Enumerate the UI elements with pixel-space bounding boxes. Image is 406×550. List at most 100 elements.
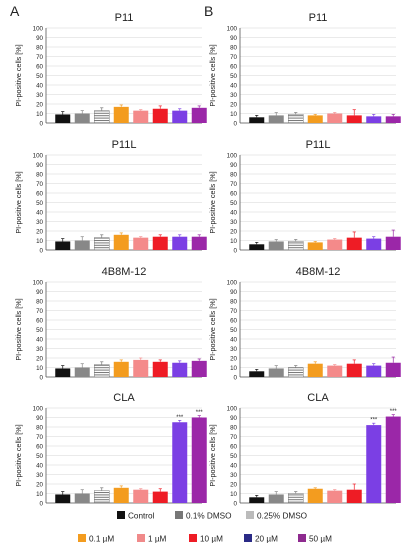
y-tick-label: 60 xyxy=(36,190,43,197)
legend-swatch xyxy=(298,534,306,542)
bar xyxy=(249,117,265,123)
y-tick-label: 90 xyxy=(230,162,237,169)
y-tick-label: 60 xyxy=(36,317,43,324)
bar xyxy=(55,368,71,377)
legend-item-c1: 1 µM xyxy=(137,534,167,544)
y-tick-label: 20 xyxy=(230,481,237,488)
bar xyxy=(288,241,304,251)
legend-item-c01: 0.1 µM xyxy=(78,534,114,544)
bar xyxy=(113,487,129,503)
bar xyxy=(152,236,168,250)
chart-a-cla: 0 10 20 30 40 50 60 70 80 90 100 PI-positive cells … xyxy=(14,392,207,507)
y-tick-label: 0 xyxy=(40,500,44,507)
bar xyxy=(249,371,265,377)
bar xyxy=(249,497,265,503)
legend-swatch xyxy=(244,534,252,542)
chart-a-p11l: 0 10 20 30 40 50 60 70 80 90 100 PI-positive cells … xyxy=(14,139,207,254)
y-tick-label: 100 xyxy=(33,152,44,159)
bar xyxy=(346,489,362,503)
panel-letter-a: A xyxy=(10,3,20,19)
y-tick-label: 70 xyxy=(230,181,237,188)
legend-label: Control xyxy=(128,512,155,521)
y-tick-label: 30 xyxy=(230,219,237,226)
y-tick-label: 0 xyxy=(40,374,44,381)
bar xyxy=(94,237,110,251)
bar xyxy=(327,365,343,377)
y-tick-label: 40 xyxy=(36,209,43,216)
chart-title: 4B8M-12 xyxy=(296,266,341,278)
y-tick-label: 10 xyxy=(230,365,237,372)
chart-title: P11 xyxy=(115,12,134,24)
significance-label: *** xyxy=(176,415,184,421)
legend-item-control: Control xyxy=(117,511,155,521)
y-tick-label: 50 xyxy=(230,200,237,207)
significance-label: *** xyxy=(390,409,398,415)
y-tick-label: 90 xyxy=(230,415,237,422)
chart-b-p11l: 0 10 20 30 40 50 60 70 80 90 100 PI-positive cells … xyxy=(208,139,401,254)
y-tick-label: 80 xyxy=(230,424,237,431)
y-tick-label: 0 xyxy=(234,500,238,507)
y-tick-label: 50 xyxy=(36,73,43,80)
legend-swatch xyxy=(78,534,86,542)
y-tick-label: 100 xyxy=(33,25,44,32)
chart-title: CLA xyxy=(113,392,135,404)
y-tick-label: 40 xyxy=(36,462,43,469)
bar xyxy=(288,114,304,124)
bar xyxy=(172,422,188,503)
y-tick-label: 10 xyxy=(36,238,43,245)
chart-title: CLA xyxy=(307,392,329,404)
y-tick-label: 70 xyxy=(36,434,43,441)
y-tick-label: 100 xyxy=(33,405,44,412)
chart-a-4b8m-12: 0 10 20 30 40 50 60 70 80 90 100 PI-positive cells … xyxy=(14,266,207,381)
bar xyxy=(385,236,401,250)
y-tick-label: 40 xyxy=(230,336,237,343)
legend-swatch xyxy=(117,511,125,519)
y-tick-label: 40 xyxy=(36,336,43,343)
y-axis-label: PI-positive cells [%] xyxy=(208,171,217,233)
y-tick-label: 60 xyxy=(36,443,43,450)
bar xyxy=(74,240,90,250)
y-tick-label: 20 xyxy=(36,481,43,488)
y-axis-label: PI-positive cells [%] xyxy=(14,424,23,486)
legend-item-c10: 10 µM xyxy=(189,534,223,544)
y-tick-label: 0 xyxy=(234,247,238,254)
y-tick-label: 90 xyxy=(36,289,43,296)
y-tick-label: 0 xyxy=(234,120,238,127)
bar xyxy=(366,425,382,503)
bar xyxy=(366,116,382,123)
y-tick-label: 40 xyxy=(230,209,237,216)
y-tick-label: 50 xyxy=(230,73,237,80)
bar xyxy=(307,115,323,123)
legend-swatch xyxy=(246,511,254,519)
bar xyxy=(288,367,304,378)
legend-label: 50 µM xyxy=(309,535,332,544)
bar xyxy=(152,491,168,503)
y-tick-label: 90 xyxy=(230,35,237,42)
y-tick-label: 20 xyxy=(36,228,43,235)
bar xyxy=(385,416,401,503)
bar xyxy=(94,110,110,124)
y-tick-label: 10 xyxy=(36,111,43,118)
legend-label: 0.1 µM xyxy=(89,535,114,544)
y-tick-label: 60 xyxy=(230,190,237,197)
y-tick-label: 20 xyxy=(230,228,237,235)
y-tick-label: 100 xyxy=(227,152,238,159)
chart-b-p11: 0 10 20 30 40 50 60 70 80 90 100 PI-positive cells … xyxy=(208,12,401,127)
bar xyxy=(307,363,323,377)
legend-label: 10 µM xyxy=(200,535,223,544)
bar xyxy=(327,490,343,503)
y-tick-label: 10 xyxy=(36,491,43,498)
chart-b-4b8m-12: 0 10 20 30 40 50 60 70 80 90 100 PI-positive cells … xyxy=(208,266,401,381)
legend-label: 1 µM xyxy=(148,535,167,544)
y-tick-label: 90 xyxy=(36,162,43,169)
bar xyxy=(191,236,207,250)
bar xyxy=(74,493,90,503)
y-tick-label: 20 xyxy=(230,355,237,362)
y-tick-label: 60 xyxy=(36,63,43,70)
y-tick-label: 0 xyxy=(40,247,44,254)
legend-swatch xyxy=(137,534,145,542)
legend-swatch xyxy=(189,534,197,542)
y-tick-label: 80 xyxy=(230,298,237,305)
legend-item-c50: 50 µM xyxy=(298,534,332,544)
